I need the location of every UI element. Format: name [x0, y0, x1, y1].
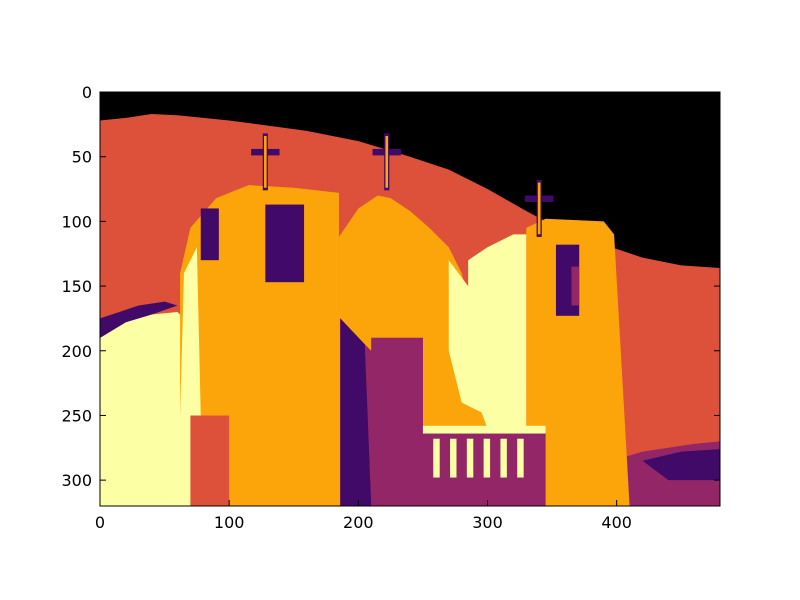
balcony-baluster [483, 438, 491, 478]
balcony-baluster [466, 438, 474, 478]
left-tower-window-large [265, 204, 305, 283]
y-axis: 0 50 100 150 200 250 300 [61, 83, 720, 490]
y-tick: 150 [61, 277, 720, 296]
y-tick-label: 200 [61, 342, 92, 361]
y-tick: 250 [61, 406, 720, 425]
y-tick: 100 [61, 212, 720, 231]
entrance-deep-shadow [340, 318, 372, 506]
x-tick: 400 [601, 92, 632, 532]
y-tick-label: 100 [61, 212, 92, 231]
cross-center-post-highlight [385, 135, 389, 188]
balcony-rail [422, 425, 546, 434]
plot-frame [99, 91, 721, 507]
x-axis: 0 100 200 300 400 [95, 92, 632, 532]
y-tick: 50 [72, 148, 720, 167]
y-tick-label: 50 [72, 148, 92, 167]
right-tower-lit-wall [468, 234, 527, 455]
x-tick-label: 300 [472, 513, 503, 532]
y-tick: 300 [61, 471, 720, 490]
left-wall-shadow [100, 301, 178, 338]
balcony-baluster [450, 438, 457, 478]
balcony-baluster [517, 438, 524, 478]
y-tick: 0 [82, 83, 720, 102]
distant-hill-shadow [642, 449, 720, 481]
plot-area [99, 91, 721, 507]
x-tick: 100 [214, 92, 245, 532]
x-tick: 200 [343, 92, 374, 532]
y-tick-label: 0 [82, 83, 92, 102]
x-tick: 300 [472, 92, 503, 532]
y-tick-label: 300 [61, 471, 92, 490]
right-tower-window-inner [571, 266, 580, 306]
y-tick: 200 [61, 342, 720, 361]
y-tick-label: 250 [61, 406, 92, 425]
y-tick-label: 150 [61, 277, 92, 296]
right-tower [526, 218, 630, 506]
x-tick-label: 200 [343, 513, 374, 532]
entrance-door [371, 337, 423, 506]
x-tick: 0 [95, 92, 105, 532]
left-tower-lit-edge [180, 247, 201, 416]
left-wall-region [100, 311, 191, 506]
balcony-baluster [500, 438, 507, 478]
heatmap-image [100, 92, 720, 506]
cross-right-post-highlight [537, 182, 541, 235]
x-tick-label: 400 [601, 513, 632, 532]
cross-left-post-highlight [264, 135, 267, 188]
balcony-baluster [433, 438, 440, 478]
x-tick-label: 100 [214, 513, 245, 532]
left-tower-window-small [200, 208, 219, 261]
x-tick-label: 0 [95, 513, 105, 532]
